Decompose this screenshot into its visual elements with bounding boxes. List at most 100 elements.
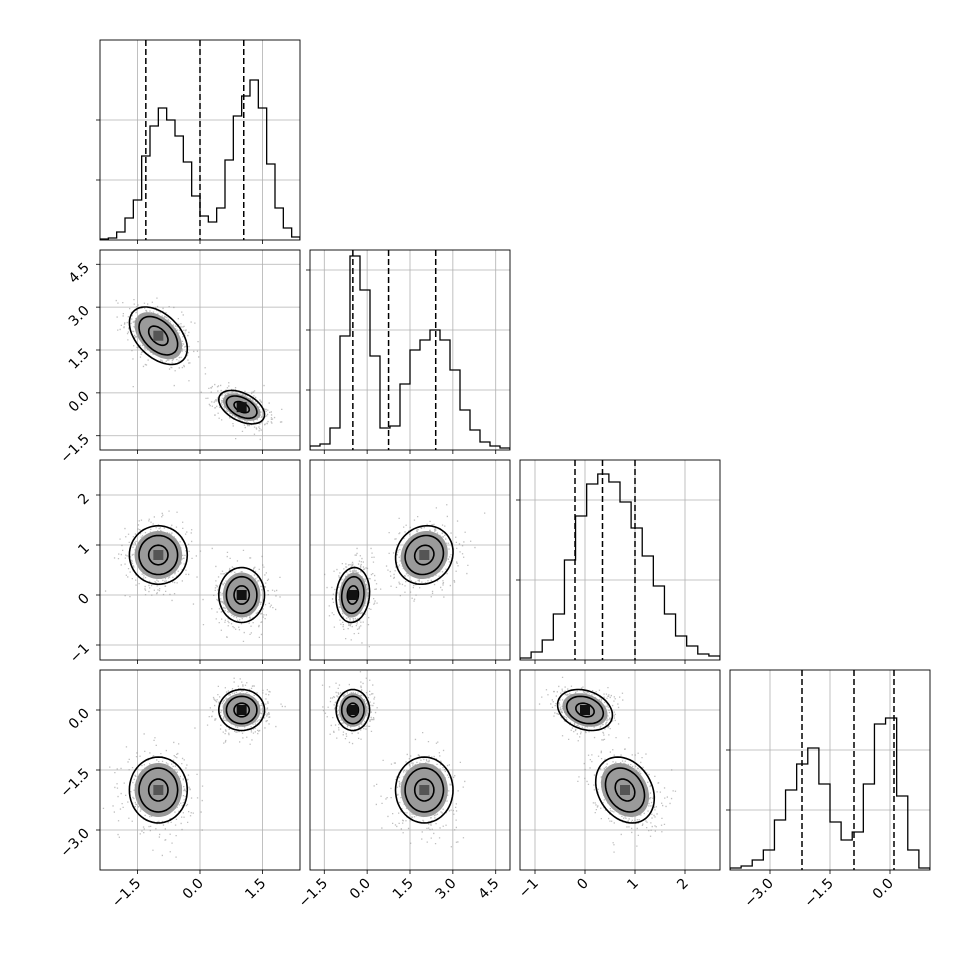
x-tick-label: −1.5 [109, 876, 144, 911]
density-peak [236, 705, 247, 715]
y-tick-label: 0 [75, 591, 93, 609]
x-tick-label: −1.5 [296, 876, 331, 911]
x-tick-label: 3.0 [433, 876, 460, 903]
panel-frame [729, 669, 931, 871]
density-content [538, 676, 677, 853]
panel-frame [99, 459, 301, 661]
contour-line [394, 756, 454, 824]
contour-line [565, 695, 605, 725]
panel-frame [309, 669, 511, 871]
density-peak [236, 590, 247, 600]
contour-line [233, 585, 251, 605]
density-panel-3-1 [309, 669, 511, 874]
density-peak [153, 330, 164, 341]
y-tick-label: 3.0 [66, 303, 93, 330]
contour-line [138, 534, 179, 576]
density-content [115, 297, 283, 441]
x-tick-label: 0.0 [347, 876, 374, 903]
contour-line [128, 524, 189, 586]
contour-line [404, 534, 445, 576]
x-tick-label: −3.0 [741, 876, 776, 911]
density-peak [153, 550, 164, 560]
histogram-line [310, 255, 510, 450]
x-tick-label: 1 [624, 876, 642, 894]
panel-frame [309, 459, 511, 661]
contour-line [335, 688, 371, 732]
y-tick-label: −1.5 [57, 431, 92, 466]
histogram-line [520, 473, 720, 660]
contour-line [217, 566, 266, 624]
contour-line [413, 544, 435, 566]
density-peak [347, 705, 358, 715]
contour-line [147, 325, 169, 347]
contour-line [225, 395, 258, 420]
contour-line [594, 756, 656, 824]
density-content [102, 677, 286, 858]
y-tick-label: −1.5 [57, 766, 92, 801]
contour-line [147, 778, 169, 802]
histogram-panel-1 [306, 249, 511, 454]
panel-frame [99, 669, 301, 871]
panel-frame [519, 669, 721, 871]
density-panel-3-0 [96, 669, 301, 874]
y-tick-label: 0.0 [66, 388, 93, 415]
contour-line [614, 778, 636, 802]
histogram-line [730, 717, 930, 870]
contour-line [575, 702, 595, 718]
contour-line [225, 575, 258, 615]
contour-line [147, 544, 169, 566]
scatter-points [202, 549, 281, 642]
panel-frame [519, 459, 721, 661]
histogram-panel-0 [96, 39, 301, 244]
y-tick-label: 4.5 [66, 260, 93, 287]
x-tick-label: 2 [674, 876, 692, 894]
contour-line [138, 315, 179, 356]
contour-line [346, 702, 360, 718]
x-tick-label: 0.0 [180, 876, 207, 903]
contour-line [233, 702, 251, 718]
contour-line [404, 767, 445, 813]
density-panel-1-0 [96, 249, 301, 454]
density-panel-2-0 [96, 459, 301, 664]
density-peak [580, 705, 590, 715]
density-content [321, 671, 466, 848]
density-peak [419, 550, 430, 560]
contour-line [217, 389, 266, 425]
y-tick-label: 0.0 [66, 706, 93, 733]
x-tick-label: 1.5 [390, 876, 417, 903]
contour-line [335, 566, 371, 624]
contour-line [340, 695, 365, 725]
contour-line [217, 688, 266, 732]
density-content [324, 504, 486, 648]
density-peak [620, 785, 630, 795]
density-peak [419, 785, 430, 795]
histogram-panel-3 [726, 669, 931, 874]
histogram-panel-2 [516, 459, 721, 664]
density-peak [347, 590, 358, 600]
x-tick-label: 4.5 [475, 876, 502, 903]
contour-line [128, 756, 189, 824]
x-tick-label: 1.5 [242, 876, 269, 903]
density-content [104, 510, 281, 642]
x-tick-label: −1.5 [801, 876, 836, 911]
contour-line [604, 767, 646, 813]
density-peak [153, 785, 164, 795]
y-tick-label: 2 [75, 491, 93, 509]
y-tick-label: −3.0 [57, 826, 92, 861]
density-panel-3-2 [519, 669, 721, 874]
y-tick-label: 1.5 [66, 346, 93, 373]
panel-frame [99, 249, 301, 451]
x-tick-label: −1 [516, 876, 542, 902]
contour-line [556, 688, 614, 732]
density-panel-2-1 [309, 459, 511, 664]
contour-line [340, 575, 365, 615]
scatter-points [102, 733, 204, 858]
contour-line [394, 524, 454, 586]
density-peak [236, 402, 247, 413]
contour-line [128, 306, 189, 366]
y-tick-label: 1 [75, 541, 93, 559]
contour-line [225, 695, 258, 725]
panel-frame [99, 39, 301, 241]
x-tick-label: 0 [574, 876, 592, 894]
